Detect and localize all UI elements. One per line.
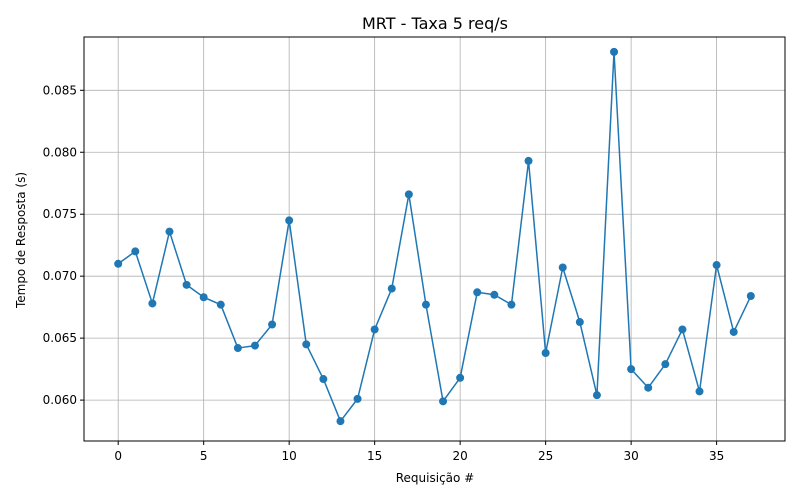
y-tick-label: 0.065 — [43, 331, 77, 345]
data-point — [661, 360, 670, 369]
data-point — [541, 349, 550, 358]
chart-title: MRT - Taxa 5 req/s — [362, 14, 508, 33]
data-point — [524, 156, 533, 165]
data-point — [336, 417, 345, 426]
data-point — [644, 383, 653, 392]
x-axis-label: Requisição # — [396, 471, 475, 485]
data-point — [507, 300, 516, 309]
x-tick-label: 25 — [538, 449, 553, 463]
x-tick-label: 30 — [623, 449, 638, 463]
y-tick-label: 0.085 — [43, 83, 77, 97]
data-point — [456, 373, 465, 382]
data-point — [473, 288, 482, 297]
data-point — [712, 261, 721, 270]
x-tick-label: 5 — [200, 449, 208, 463]
data-point — [421, 300, 430, 309]
data-point — [558, 263, 567, 272]
y-tick-label: 0.080 — [43, 145, 77, 159]
x-tick-label: 15 — [367, 449, 382, 463]
y-axis-label: Tempo de Resposta (s) — [14, 172, 28, 309]
data-point — [131, 247, 140, 256]
data-point — [353, 394, 362, 403]
x-tick-label: 0 — [114, 449, 122, 463]
data-point — [165, 227, 174, 236]
data-point — [404, 190, 413, 199]
data-point — [490, 290, 499, 299]
x-axis-ticks: 0 5 10 15 20 25 30 35 — [114, 441, 724, 463]
data-point — [182, 280, 191, 289]
data-point — [746, 292, 755, 301]
x-tick-label: 10 — [282, 449, 297, 463]
data-point — [268, 320, 277, 329]
data-point — [302, 340, 311, 349]
y-axis-ticks: 0.060 0.065 0.070 0.075 0.080 0.085 — [43, 83, 84, 407]
series-line — [117, 51, 752, 422]
data-point — [627, 365, 636, 374]
data-point — [233, 344, 242, 353]
data-point — [575, 318, 584, 327]
data-point — [610, 47, 619, 56]
data-point — [729, 327, 738, 336]
data-point — [387, 284, 396, 293]
data-point — [319, 375, 328, 384]
data-point — [370, 325, 379, 334]
data-point — [592, 391, 601, 400]
y-tick-label: 0.070 — [43, 269, 77, 283]
data-point — [216, 300, 225, 309]
data-points — [114, 47, 755, 426]
data-point — [695, 387, 704, 396]
data-point — [678, 325, 687, 334]
data-point — [114, 259, 123, 268]
data-point — [285, 216, 294, 225]
x-tick-label: 35 — [709, 449, 724, 463]
x-tick-label: 20 — [453, 449, 468, 463]
data-point — [250, 341, 259, 350]
y-tick-label: 0.060 — [43, 393, 77, 407]
series-line-layer — [117, 51, 752, 422]
y-tick-label: 0.075 — [43, 207, 77, 221]
grid — [84, 37, 785, 441]
data-point — [439, 397, 448, 406]
data-point — [148, 299, 157, 308]
data-point — [199, 293, 208, 302]
plot-area-frame — [83, 36, 786, 442]
